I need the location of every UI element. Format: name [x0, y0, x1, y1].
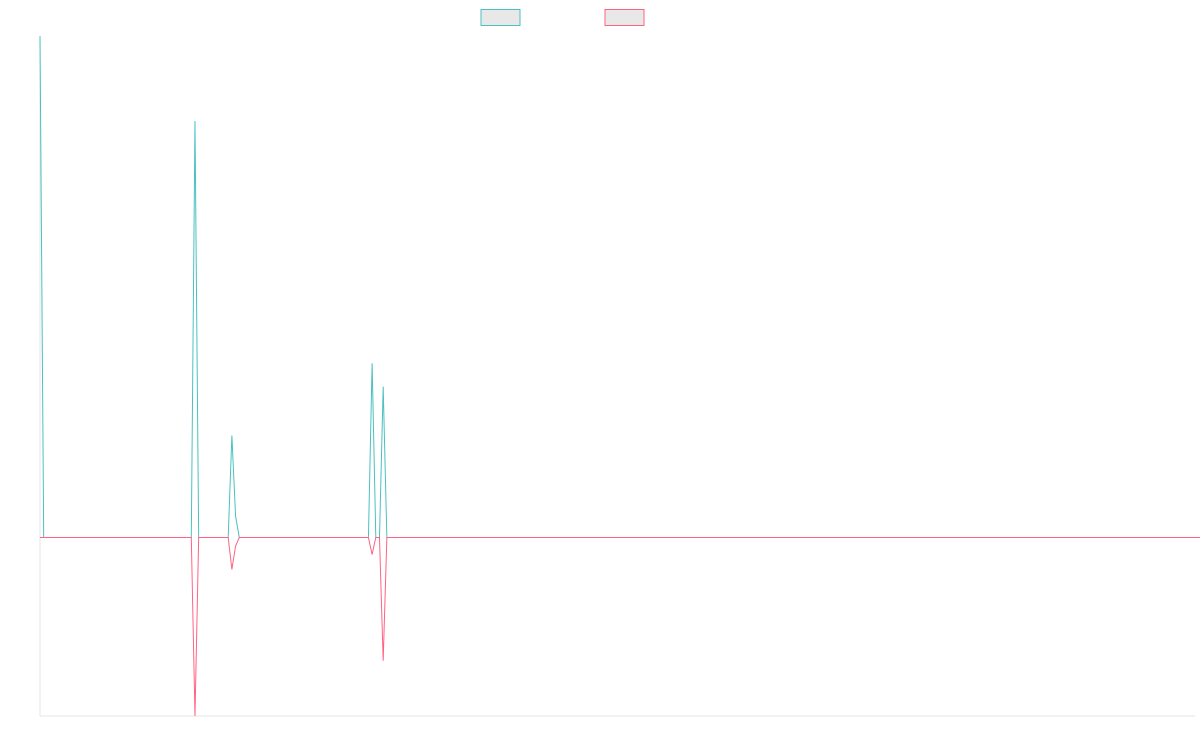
- axes: [39, 36, 1195, 717]
- legend-swatch-2: [604, 9, 645, 26]
- series-line-1: [39, 35, 1195, 538]
- series-line-2: [40, 537, 1200, 717]
- legend-swatch-1: [480, 9, 521, 26]
- legend: [480, 9, 645, 26]
- series-layer: [39, 35, 1200, 717]
